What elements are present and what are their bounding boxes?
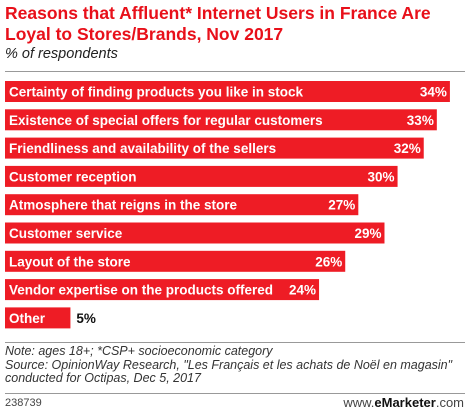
value-label: 30% — [368, 169, 395, 184]
category-label: Customer service — [9, 226, 123, 241]
value-label: 24% — [289, 283, 316, 298]
value-label: 32% — [394, 141, 421, 156]
brand-prefix: www. — [343, 395, 375, 410]
brand-name: eMarketer — [374, 395, 436, 410]
category-label: Atmosphere that reigns in the store — [9, 198, 238, 213]
category-label: Vendor expertise on the products offered — [9, 283, 273, 298]
bar — [5, 250, 346, 272]
source-text: Source: OpinionWay Research, "Les França… — [5, 357, 453, 385]
brand-suffix: .com — [435, 395, 464, 410]
brand-logo: www.eMarketer.com — [343, 395, 464, 410]
category-label: Existence of special offers for regular … — [9, 113, 323, 128]
chart-notes: Note: ages 18+; *CSP+ socioeconomic cate… — [5, 344, 465, 386]
footer-divider — [5, 393, 465, 394]
value-label: 34% — [420, 85, 447, 100]
top-divider — [5, 71, 465, 72]
bar — [5, 307, 71, 329]
value-label: 26% — [315, 254, 342, 269]
bar — [5, 165, 398, 187]
value-label: 33% — [407, 113, 434, 128]
bar — [5, 81, 450, 102]
chart-title: Reasons that Affluent* Internet Users in… — [5, 3, 431, 44]
bar — [5, 279, 320, 301]
bar — [5, 222, 385, 244]
category-label: Other — [9, 311, 46, 326]
bar — [5, 137, 424, 159]
chart-subtitle: % of respondents — [5, 46, 118, 62]
notes-divider — [5, 342, 465, 343]
bar — [5, 194, 359, 216]
value-label: 29% — [354, 226, 381, 241]
chart-id: 238739 — [5, 397, 42, 409]
value-label: 27% — [328, 198, 355, 213]
category-label: Layout of the store — [9, 254, 131, 269]
bar — [5, 109, 437, 131]
category-label: Friendliness and availability of the sel… — [9, 141, 276, 156]
note-text: Note: ages 18+; *CSP+ socioeconomic cate… — [5, 344, 273, 358]
category-label: Customer reception — [9, 169, 137, 184]
category-label: Certainty of finding products you like i… — [9, 85, 304, 100]
value-label: 5% — [76, 311, 96, 326]
